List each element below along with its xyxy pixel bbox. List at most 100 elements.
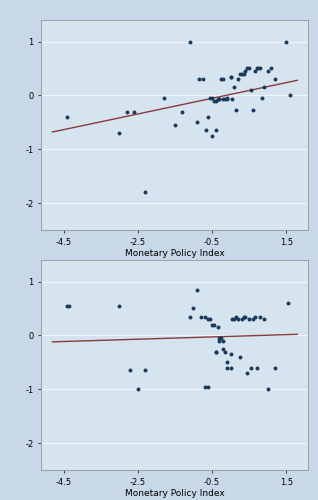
Point bbox=[284, 38, 289, 46]
Point bbox=[252, 312, 257, 320]
Point bbox=[211, 97, 217, 105]
Point bbox=[237, 70, 242, 78]
X-axis label: Monetary Policy Index: Monetary Policy Index bbox=[125, 250, 225, 258]
Point bbox=[252, 67, 257, 75]
Point bbox=[250, 106, 255, 114]
Point bbox=[224, 95, 229, 103]
Point bbox=[254, 364, 259, 372]
Point bbox=[213, 97, 218, 105]
Point bbox=[191, 304, 196, 312]
Point bbox=[206, 113, 211, 121]
Point bbox=[246, 64, 252, 72]
Point bbox=[208, 315, 213, 323]
Point bbox=[239, 70, 244, 78]
Point bbox=[237, 353, 242, 361]
Point bbox=[256, 64, 261, 72]
Point bbox=[128, 366, 133, 374]
Point bbox=[224, 358, 229, 366]
Point bbox=[221, 337, 226, 345]
Point bbox=[187, 38, 192, 46]
Point bbox=[217, 337, 222, 345]
Point bbox=[215, 324, 220, 332]
Point bbox=[217, 334, 222, 342]
Point bbox=[208, 94, 213, 102]
Point bbox=[233, 312, 238, 320]
Point bbox=[187, 312, 192, 320]
Point bbox=[213, 126, 218, 134]
Point bbox=[228, 72, 233, 80]
Point bbox=[213, 348, 218, 356]
Point bbox=[210, 132, 215, 140]
Point bbox=[241, 70, 246, 78]
Point bbox=[172, 121, 177, 129]
Point bbox=[243, 67, 248, 75]
Point bbox=[223, 348, 228, 356]
Point bbox=[135, 385, 140, 393]
Point bbox=[210, 94, 215, 102]
Point bbox=[241, 312, 246, 320]
Point bbox=[239, 315, 244, 323]
Point bbox=[117, 129, 122, 137]
Point bbox=[287, 92, 293, 100]
Point bbox=[254, 64, 259, 72]
Point bbox=[221, 95, 226, 103]
Point bbox=[198, 312, 204, 320]
Text: (a) High-CSR group: (a) High-CSR group bbox=[128, 322, 222, 332]
Point bbox=[206, 382, 211, 390]
Point bbox=[217, 95, 222, 103]
Point bbox=[180, 108, 185, 116]
Point bbox=[228, 350, 233, 358]
Point bbox=[217, 95, 222, 103]
Point bbox=[232, 315, 237, 323]
Point bbox=[197, 75, 202, 83]
Point bbox=[250, 315, 255, 323]
Point bbox=[245, 64, 250, 72]
Point bbox=[228, 72, 233, 80]
Point bbox=[232, 84, 237, 92]
Point bbox=[221, 345, 226, 353]
Point bbox=[65, 302, 70, 310]
Point bbox=[228, 364, 233, 372]
Point bbox=[219, 75, 224, 83]
Point bbox=[219, 334, 224, 342]
Point bbox=[143, 366, 148, 374]
Point bbox=[230, 315, 235, 323]
Point bbox=[265, 385, 270, 393]
Point bbox=[273, 364, 278, 372]
Point bbox=[248, 364, 253, 372]
Legend: Trade Credit, Fitted values: Trade Credit, Fitted values bbox=[102, 274, 247, 289]
Point bbox=[211, 320, 217, 328]
Point bbox=[224, 364, 229, 372]
Point bbox=[233, 106, 238, 114]
Point bbox=[195, 118, 200, 126]
Point bbox=[202, 312, 207, 320]
Point bbox=[200, 75, 205, 83]
Point bbox=[224, 94, 229, 102]
Point bbox=[210, 320, 215, 328]
Point bbox=[245, 369, 250, 377]
Point bbox=[223, 95, 228, 103]
Point bbox=[204, 126, 209, 134]
Point bbox=[248, 86, 253, 94]
X-axis label: Monetary Policy Index: Monetary Policy Index bbox=[125, 490, 225, 498]
Point bbox=[195, 286, 200, 294]
Point bbox=[67, 302, 72, 310]
Point bbox=[202, 382, 207, 390]
Point bbox=[259, 94, 265, 102]
Point bbox=[206, 315, 211, 323]
Point bbox=[243, 312, 248, 320]
Point bbox=[258, 312, 263, 320]
Point bbox=[143, 188, 148, 196]
Point bbox=[235, 75, 240, 83]
Point bbox=[161, 94, 166, 102]
Point bbox=[286, 299, 291, 307]
Point bbox=[273, 75, 278, 83]
Point bbox=[261, 84, 266, 92]
Point bbox=[235, 315, 240, 323]
Point bbox=[261, 315, 266, 323]
Point bbox=[265, 67, 270, 75]
Point bbox=[65, 113, 70, 121]
Point bbox=[215, 95, 220, 103]
Point bbox=[132, 108, 137, 116]
Point bbox=[124, 108, 129, 116]
